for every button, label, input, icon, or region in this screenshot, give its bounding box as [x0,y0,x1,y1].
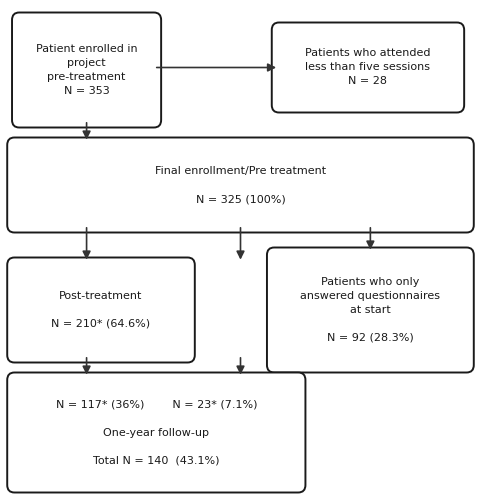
FancyBboxPatch shape [7,138,473,232]
FancyBboxPatch shape [266,248,473,372]
Text: Patient enrolled in
project
pre-treatment
N = 353: Patient enrolled in project pre-treatmen… [36,44,137,96]
FancyBboxPatch shape [7,258,194,362]
Text: N = 117* (36%)        N = 23* (7.1%)

One-year follow-up

Total N = 140  (43.1%): N = 117* (36%) N = 23* (7.1%) One-year f… [56,400,256,466]
FancyBboxPatch shape [271,22,463,112]
Text: Patients who attended
less than five sessions
N = 28: Patients who attended less than five ses… [305,48,430,86]
Text: Patients who only
answered questionnaires
at start

N = 92 (28.3%): Patients who only answered questionnaire… [300,277,440,343]
Text: Post-treatment

N = 210* (64.6%): Post-treatment N = 210* (64.6%) [51,291,150,329]
Text: Final enrollment/Pre treatment

N = 325 (100%): Final enrollment/Pre treatment N = 325 (… [155,166,325,204]
FancyBboxPatch shape [7,372,305,492]
FancyBboxPatch shape [12,12,161,128]
